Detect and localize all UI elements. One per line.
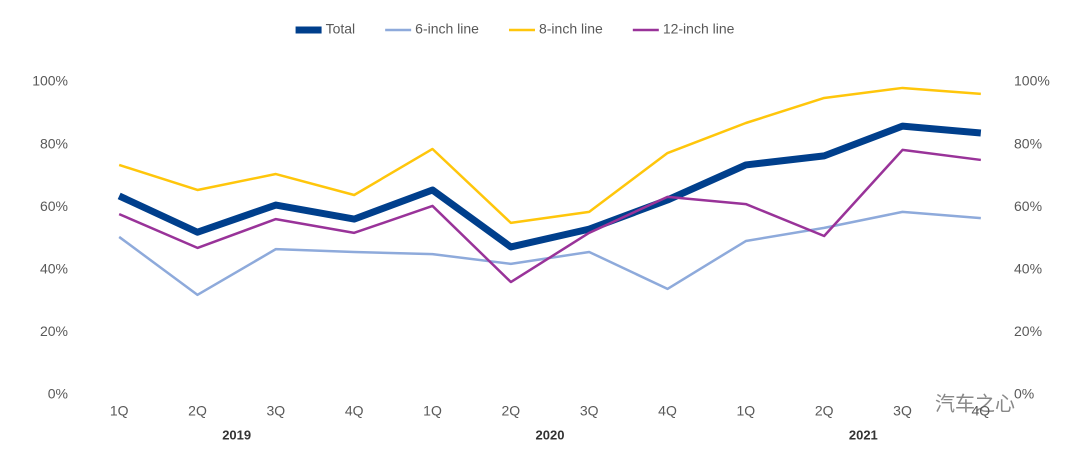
- y-tick-label: 40%: [40, 261, 68, 277]
- y2-tick-label: 100%: [1014, 73, 1050, 89]
- watermark: 汽车之心: [935, 392, 1015, 415]
- x-tick-label: 3Q: [580, 403, 599, 419]
- x-tick-label: 4Q: [971, 403, 990, 419]
- x-tick-label: 2Q: [501, 403, 520, 419]
- year-label: 2021: [849, 427, 878, 442]
- legend-label: 12-inch line: [663, 21, 735, 37]
- y2-tick-label: 0%: [1014, 386, 1034, 402]
- year-label: 2019: [222, 427, 251, 442]
- series-line: [118, 86, 981, 225]
- series-line: [117, 122, 982, 251]
- y2-tick-label: 60%: [1014, 198, 1042, 214]
- legend-label: 6-inch line: [415, 21, 479, 37]
- y-tick-label: 100%: [32, 73, 68, 89]
- x-tick-label: 2Q: [188, 403, 207, 419]
- y2-tick-label: 40%: [1014, 261, 1042, 277]
- y-tick-label: 20%: [40, 323, 68, 339]
- series-line: [118, 148, 981, 284]
- x-tick-label: 1Q: [110, 403, 129, 419]
- x-tick-label: 2Q: [815, 403, 834, 419]
- y-tick-label: 80%: [40, 135, 68, 151]
- series-line: [118, 210, 981, 297]
- x-tick-label: 4Q: [658, 403, 677, 419]
- x-tick-label: 1Q: [736, 403, 755, 419]
- x-tick-label: 3Q: [893, 403, 912, 419]
- y2-tick-label: 80%: [1014, 135, 1042, 151]
- legend-label: 8-inch line: [539, 21, 603, 37]
- x-tick-label: 4Q: [345, 403, 364, 419]
- y-tick-label: 0%: [48, 386, 68, 402]
- x-tick-label: 3Q: [266, 403, 285, 419]
- y2-tick-label: 20%: [1014, 323, 1042, 339]
- x-tick-label: 1Q: [423, 403, 442, 419]
- legend-label: Total: [326, 21, 356, 37]
- year-label: 2020: [536, 427, 565, 442]
- y-tick-label: 60%: [40, 198, 68, 214]
